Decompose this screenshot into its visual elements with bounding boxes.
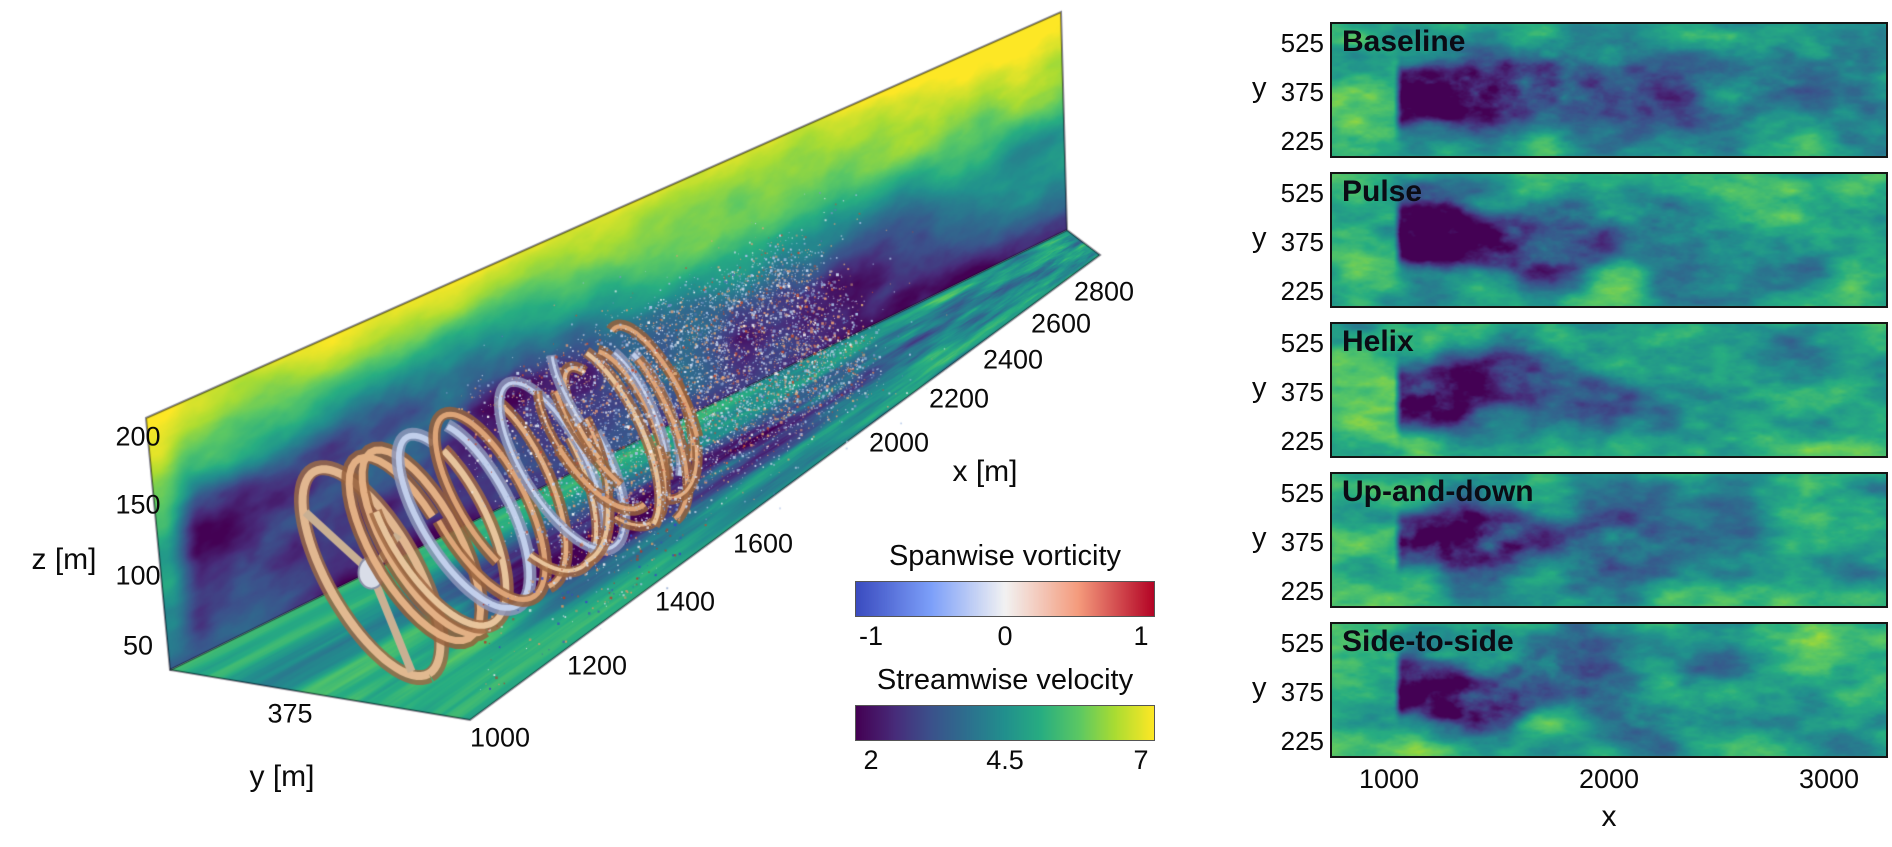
- x-tick-1000: 1000: [1358, 764, 1420, 794]
- x-tick-1600: 1600: [732, 528, 794, 559]
- vorticity-tick-0: 0: [997, 621, 1013, 651]
- panel-heatmap-helix: [1332, 324, 1886, 456]
- panel-heatmap-up-and-down: [1332, 474, 1886, 606]
- y-axis-label: y: [1252, 72, 1267, 104]
- y-tick-525: 525: [1280, 328, 1324, 358]
- panel-x-axis: 1000 2000 3000 x: [1330, 764, 1888, 844]
- panel-row-baseline: y 525 375 225 Baseline: [1248, 22, 1892, 158]
- x-axis-title: x [m]: [952, 455, 1018, 488]
- panel-title-up-and-down: Up-and-down: [1342, 475, 1534, 508]
- y-tick-375: 375: [1280, 677, 1324, 707]
- y-tick-525: 525: [1280, 28, 1324, 58]
- x-tick-1200: 1200: [566, 650, 628, 681]
- y-tick-525: 525: [1280, 628, 1324, 658]
- y-tick-225: 225: [1280, 126, 1324, 156]
- panel-row-side-to-side: y 525 375 225 Side-to-side: [1248, 622, 1892, 758]
- panel-plot-side-to-side: Side-to-side: [1330, 622, 1888, 758]
- y-tick-375: 375: [1280, 227, 1324, 257]
- z-axis-title: z [m]: [31, 543, 97, 576]
- velocity-colorbar: Streamwise velocity 2 4.5 7: [855, 664, 1155, 777]
- y-tick-225: 225: [1280, 426, 1324, 456]
- velocity-tick-7: 7: [1133, 745, 1149, 775]
- y-tick-375: 375: [1280, 377, 1324, 407]
- z-tick-100: 100: [115, 560, 161, 591]
- y-axis-title: y [m]: [249, 760, 315, 793]
- y-tick-225: 225: [1280, 726, 1324, 756]
- panel-row-pulse: y 525 375 225 Pulse: [1248, 172, 1892, 308]
- velocity-tick-2: 2: [863, 745, 879, 775]
- panel-row-helix: y 525 375 225 Helix: [1248, 322, 1892, 458]
- panel-title-side-to-side: Side-to-side: [1342, 625, 1514, 658]
- x-axis-label: x: [1601, 800, 1617, 833]
- y-tick-525: 525: [1280, 478, 1324, 508]
- x-tick-2000: 2000: [868, 427, 930, 458]
- vorticity-colorbar-ticks: -1 0 1: [855, 619, 1155, 653]
- vorticity-colorbar-title: Spanwise vorticity: [888, 540, 1122, 572]
- x-tick-2600: 2600: [1030, 308, 1092, 339]
- y-axis-label: y: [1252, 222, 1267, 254]
- panel-heatmap-pulse: [1332, 174, 1886, 306]
- vorticity-colorbar-gradient: [855, 581, 1155, 617]
- z-tick-150: 150: [115, 489, 161, 520]
- y-tick-375: 375: [1280, 527, 1324, 557]
- x-tick-1400: 1400: [654, 586, 716, 617]
- panel-plot-baseline: Baseline: [1330, 22, 1888, 158]
- y-axis-label: y: [1252, 372, 1267, 404]
- y-axis-label: y: [1252, 672, 1267, 704]
- vorticity-tick-neg1: -1: [858, 621, 884, 651]
- vorticity-colorbar: Spanwise vorticity -1 0 1: [855, 540, 1155, 653]
- panel-title-pulse: Pulse: [1342, 175, 1423, 208]
- velocity-colorbar-gradient: [855, 705, 1155, 741]
- x-tick-2800: 2800: [1073, 276, 1135, 307]
- x-tick-3000: 3000: [1798, 764, 1860, 794]
- z-tick-200: 200: [115, 421, 161, 452]
- panel-row-up-and-down: y 525 375 225 Up-and-down: [1248, 472, 1892, 608]
- y-axis-label: y: [1252, 522, 1267, 554]
- y-tick-375: 375: [1280, 77, 1324, 107]
- panel-title-baseline: Baseline: [1342, 25, 1466, 58]
- velocity-tick-4p5: 4.5: [986, 745, 1024, 775]
- panel-plot-up-and-down: Up-and-down: [1330, 472, 1888, 608]
- velocity-colorbar-ticks: 2 4.5 7: [855, 743, 1155, 777]
- velocity-colorbar-title: Streamwise velocity: [876, 664, 1134, 696]
- panel-plot-pulse: Pulse: [1330, 172, 1888, 308]
- y-tick-375: 375: [267, 698, 313, 729]
- x-tick-2000: 2000: [1578, 764, 1640, 794]
- y-tick-225: 225: [1280, 276, 1324, 306]
- panel-title-helix: Helix: [1342, 325, 1414, 358]
- panel-plot-helix: Helix: [1330, 322, 1888, 458]
- y-tick-225: 225: [1280, 576, 1324, 606]
- z-tick-50: 50: [122, 630, 154, 661]
- y-tick-525: 525: [1280, 178, 1324, 208]
- x-tick-1000: 1000: [469, 722, 531, 753]
- vorticity-tick-1: 1: [1133, 621, 1149, 651]
- x-tick-2200: 2200: [928, 383, 990, 414]
- x-tick-2400: 2400: [982, 344, 1044, 375]
- panel-heatmap-baseline: [1332, 24, 1886, 156]
- panel-heatmap-side-to-side: [1332, 624, 1886, 756]
